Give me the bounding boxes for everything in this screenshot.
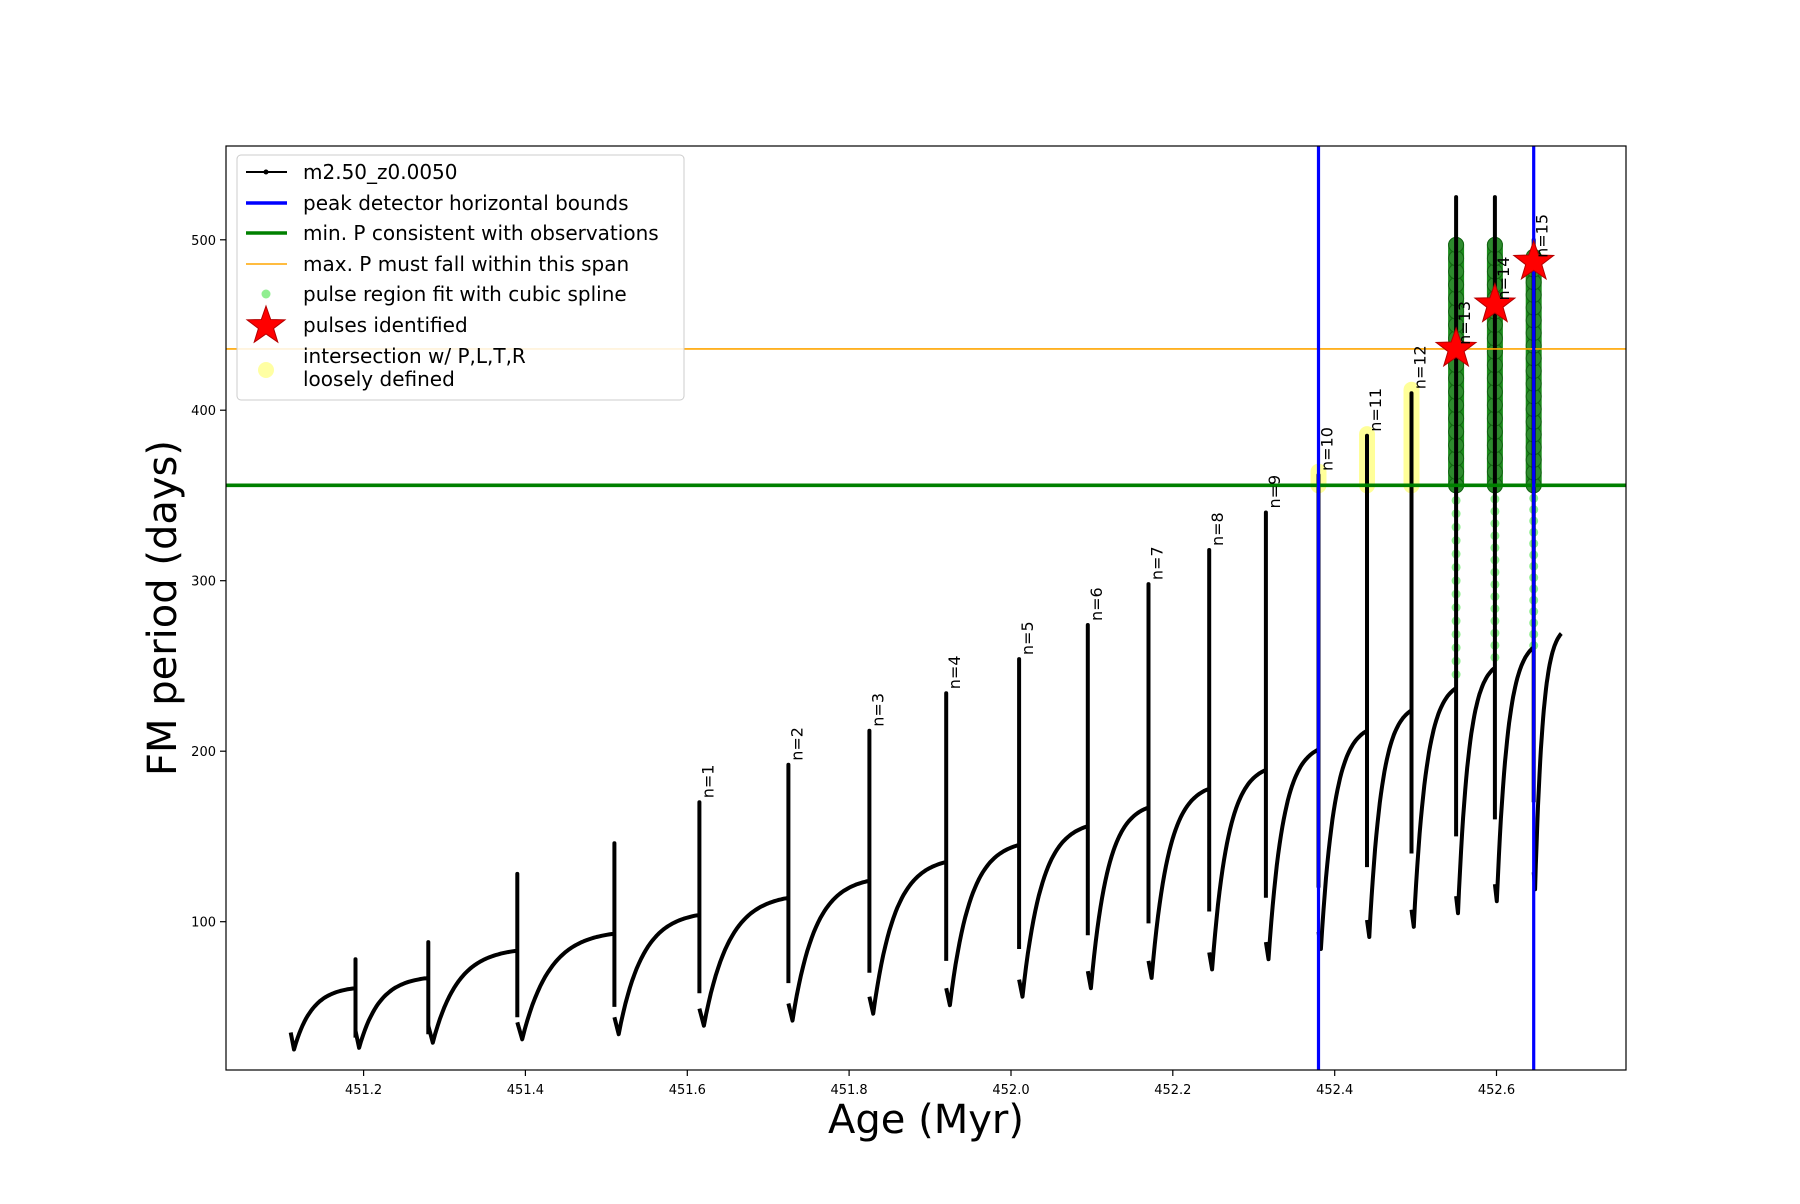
pulse-label-11: n=11 [1366, 388, 1385, 432]
series-cycle-19 [1492, 237, 1536, 904]
series-layer [288, 195, 1563, 1052]
pulse-label-2: n=2 [787, 727, 806, 761]
y-tick-label-5: 500 [191, 234, 216, 249]
series-cycle-3 [426, 871, 520, 1045]
legend-label-loosely-defined: loosely defined [303, 367, 455, 391]
legend-label-series: m2.50_z0.0050 [303, 160, 458, 184]
legend-symbols [245, 169, 287, 378]
pulse-labels-layer: n=1 n=2 n=3 n=4 n=5 n=6 n=7 n=8 n=9 n=10 n=11 n=12 n… [698, 214, 1551, 798]
legend-symbol-intersection [258, 362, 274, 378]
legend-symbol-spline-fit [261, 289, 271, 299]
series-cycle-6 [697, 762, 791, 1028]
axes-layer: 451.2 451.4 451.6 451.8 452.0 452.2 452.4 452.6… [191, 234, 1515, 1098]
pulse-label-5: n=5 [1018, 621, 1037, 655]
legend-label-min-period: min. P consistent with observations [303, 221, 659, 245]
series-cycle-8 [867, 691, 949, 1016]
y-tick-label-1: 100 [191, 916, 216, 931]
y-tick-label-4: 400 [191, 404, 216, 419]
y-axis-label: FM period (days) [140, 440, 186, 776]
vertical-bounds-layer [1316, 146, 1536, 1070]
pulse-label-14: n=14 [1494, 257, 1513, 301]
legend-box [236, 154, 685, 401]
y-tick-label-3: 300 [191, 575, 216, 590]
legend-symbol-star [245, 304, 287, 344]
stars-layer [1434, 239, 1556, 368]
x-tick-label-5: 452.0 [992, 1083, 1029, 1098]
x-axis-label: Age (Myr) [828, 1097, 1024, 1143]
pulse-label-10: n=10 [1318, 427, 1337, 471]
pulse-label-1: n=1 [698, 765, 717, 799]
series-cycle-14 [1263, 473, 1321, 962]
legend-label-max-period: max. P must fall within this span [303, 252, 629, 276]
y-tick-label-2: 200 [191, 745, 216, 760]
series-cycle-17 [1409, 195, 1459, 929]
x-tick-label-8: 452.6 [1478, 1083, 1515, 1098]
series-cycle-13 [1207, 510, 1268, 972]
series-cycle-11 [1085, 582, 1151, 991]
x-tick-label-6: 452.2 [1154, 1083, 1191, 1098]
legend-label-intersection: intersection w/ P,L,T,R [303, 344, 526, 368]
x-tick-label-4: 451.8 [830, 1083, 867, 1098]
pulse-label-8: n=8 [1208, 512, 1227, 546]
pulse-label-7: n=7 [1148, 546, 1167, 580]
series-cycle-10 [1017, 623, 1090, 999]
series-cycle-2 [353, 940, 431, 1050]
series-cycle-18 [1454, 195, 1497, 916]
x-tick-label-2: 451.4 [507, 1083, 544, 1098]
series-cycle-16 [1365, 391, 1414, 939]
legend: m2.50_z0.0050 peak detector horizontal b… [236, 154, 685, 401]
pulse-label-12: n=12 [1411, 345, 1430, 389]
series-cycle-15 [1316, 433, 1369, 951]
x-tick-label-7: 452.4 [1316, 1083, 1353, 1098]
pulse-star-3 [1512, 239, 1556, 281]
series-cycle-20 [1531, 632, 1563, 892]
x-tick-label-3: 451.6 [669, 1083, 706, 1098]
pulse-star-1 [1434, 326, 1478, 368]
pulse-label-15: n=15 [1533, 214, 1552, 258]
legend-label-pulses-identified: pulses identified [303, 313, 468, 337]
legend-label-peak-bounds: peak detector horizontal bounds [303, 191, 629, 215]
series-cycle-1 [288, 957, 358, 1052]
pulse-label-9: n=9 [1265, 475, 1284, 509]
pulse-label-4: n=4 [945, 655, 964, 689]
pulse-label-3: n=3 [868, 693, 887, 727]
legend-label-spline-fit: pulse region fit with cubic spline [303, 282, 627, 306]
plot-frame [225, 145, 1627, 1071]
series-cycle-5 [612, 800, 702, 1037]
series-cycle-7 [786, 728, 872, 1023]
series-cycle-12 [1146, 548, 1212, 980]
series-cycle-4 [515, 841, 617, 1042]
pulse-label-13: n=13 [1455, 301, 1474, 345]
pulse-label-6: n=6 [1087, 587, 1106, 621]
pulse-star-2 [1473, 281, 1517, 323]
legend-symbol-series-marker [263, 169, 269, 175]
x-tick-label-1: 451.2 [345, 1083, 382, 1098]
series-cycle-9 [944, 657, 1022, 1008]
